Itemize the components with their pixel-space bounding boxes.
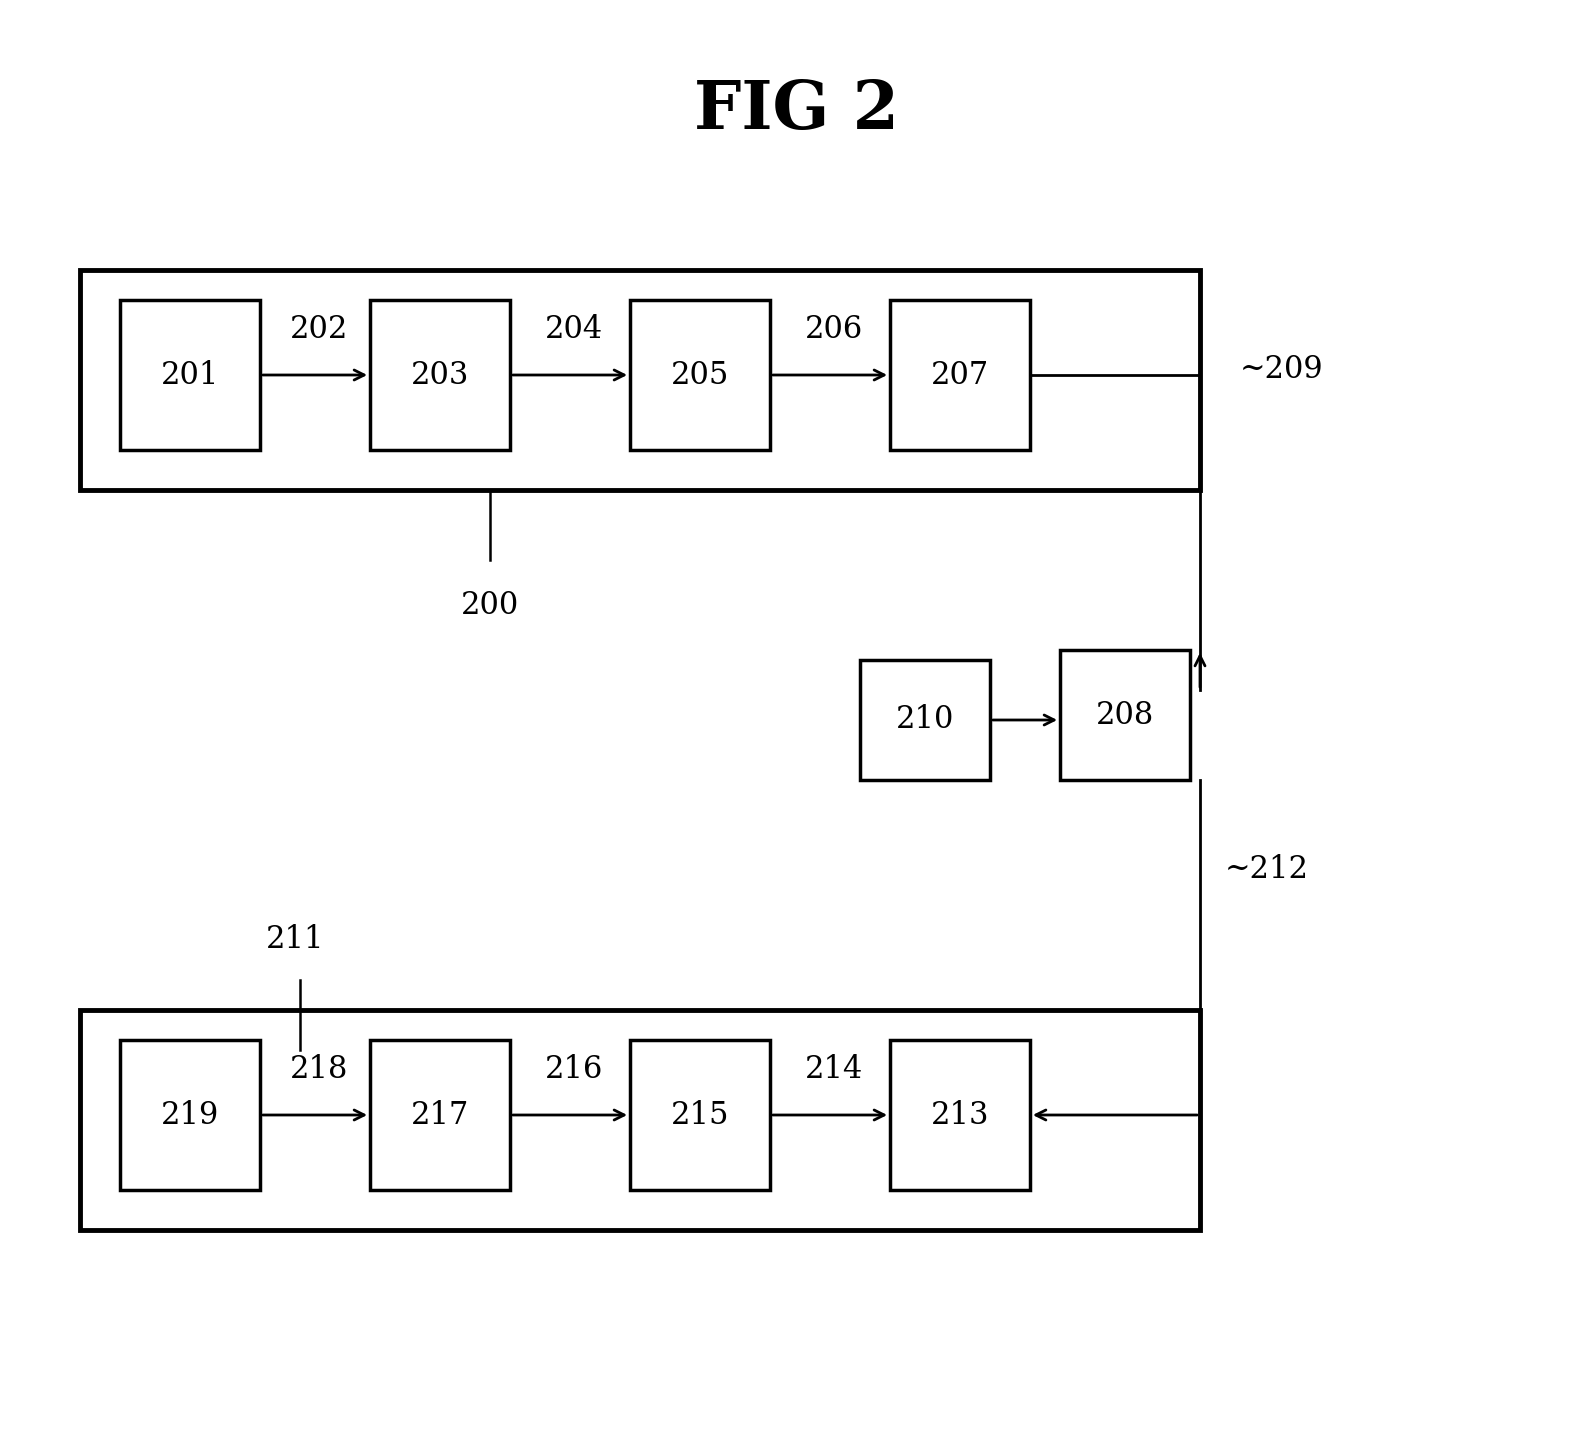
Bar [120,300,260,450]
Text: 200: 200 [461,590,520,620]
Bar [630,300,770,450]
Text: ~209: ~209 [1240,355,1323,385]
Text: 210: 210 [896,704,955,736]
Bar [120,1040,260,1190]
Bar [861,659,990,781]
Text: 208: 208 [1095,700,1154,730]
Bar [370,300,510,450]
Text: 201: 201 [161,359,220,391]
Bar [1060,649,1191,781]
Text: FIG 2: FIG 2 [695,78,899,143]
Text: 214: 214 [805,1053,864,1085]
Text: 205: 205 [671,359,728,391]
Bar [889,300,1030,450]
Bar [80,1010,1200,1229]
Text: 219: 219 [161,1100,218,1130]
Text: 218: 218 [290,1053,349,1085]
Text: 216: 216 [545,1053,604,1085]
Text: 207: 207 [931,359,990,391]
Text: 215: 215 [671,1100,728,1130]
Bar [630,1040,770,1190]
Text: ~212: ~212 [1226,854,1309,886]
Bar [370,1040,510,1190]
Text: 202: 202 [290,315,349,345]
Text: 213: 213 [931,1100,990,1130]
Bar [80,270,1200,491]
Text: 217: 217 [411,1100,469,1130]
Bar [889,1040,1030,1190]
Text: 211: 211 [266,924,324,955]
Text: 203: 203 [411,359,469,391]
Text: 204: 204 [545,315,603,345]
Text: 206: 206 [805,315,864,345]
